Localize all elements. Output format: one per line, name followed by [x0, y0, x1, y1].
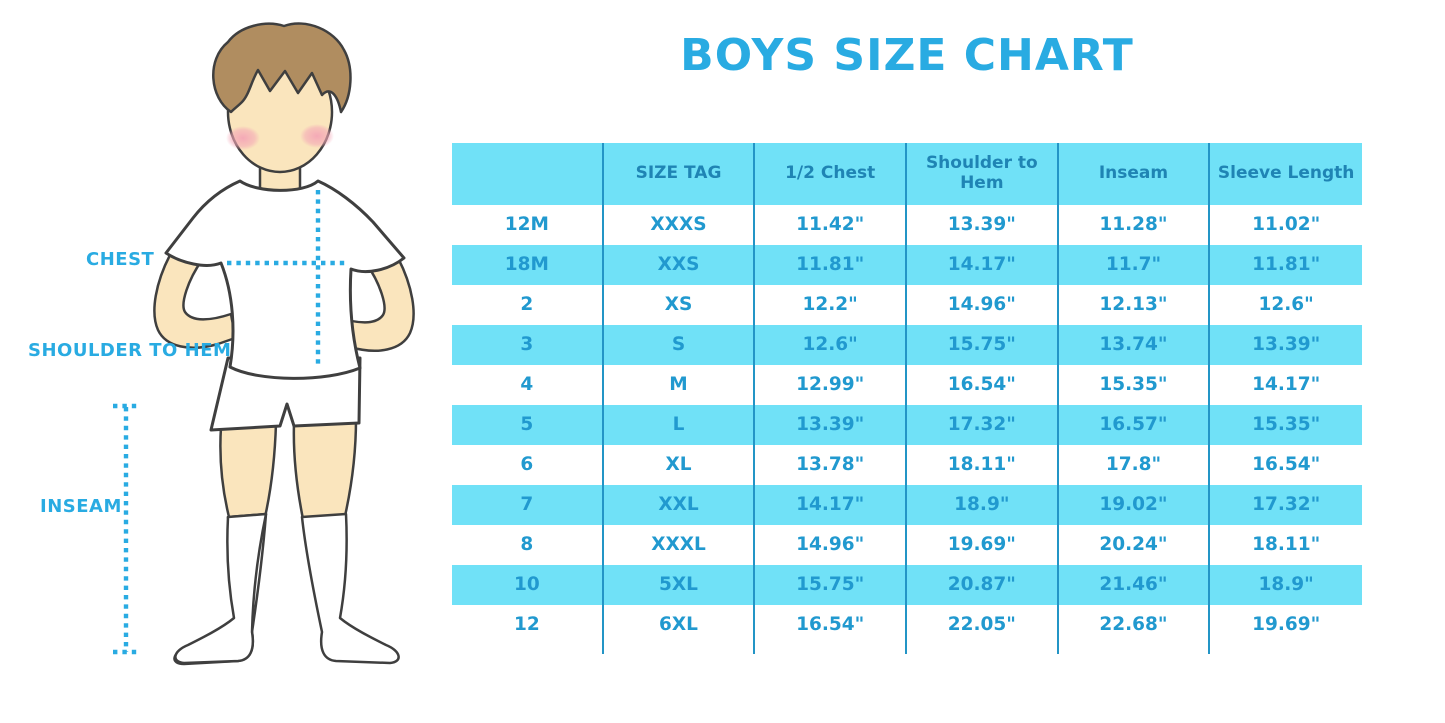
boy-measurement-figure: CHEST SHOULDER TO HEM INSEAM — [0, 0, 452, 723]
cell-size: 4 — [452, 365, 604, 405]
cell-inseam: 15.35" — [1059, 365, 1211, 405]
cell-size: 12M — [452, 205, 604, 245]
cell-half-chest: 12.6" — [755, 325, 907, 365]
cell-half-chest: 12.2" — [755, 285, 907, 325]
cell-inseam: 20.24" — [1059, 525, 1211, 565]
cell-size: 18M — [452, 245, 604, 285]
table-row: 4 M 12.99" 16.54" 15.35" 14.17" — [452, 365, 1362, 405]
table-row: 6 XL 13.78" 18.11" 17.8" 16.54" — [452, 445, 1362, 485]
cell-size-tag: XXS — [604, 245, 756, 285]
cell-inseam: 12.13" — [1059, 285, 1211, 325]
cell-sleeve-length: 15.35" — [1252, 414, 1321, 436]
cell-sleeve-length: 14.17" — [1252, 374, 1321, 396]
table-header-row: SIZE TAG 1/2 Chest Shoulder to Hem Insea… — [452, 143, 1362, 205]
cell-half-chest: 14.17" — [755, 485, 907, 525]
cell-size-tag: 6XL — [604, 605, 756, 645]
cell-size: 6 — [452, 445, 604, 485]
cell-sleeve-length: 12.6" — [1258, 294, 1314, 316]
cell-shoulder-to-hem: 13.39" — [907, 205, 1059, 245]
cell-shoulder-to-hem: 14.17" — [907, 245, 1059, 285]
cell-size: 10 — [452, 565, 604, 605]
cell-half-chest: 11.81" — [755, 245, 907, 285]
cell-shoulder-to-hem: 14.96" — [907, 285, 1059, 325]
col-header-shoulder-to-hem: Shoulder to Hem — [907, 143, 1059, 205]
cell-sleeve-length: 18.11" — [1252, 534, 1321, 556]
col-header-size — [452, 143, 604, 205]
cell-half-chest: 15.75" — [755, 565, 907, 605]
cell-half-chest: 12.99" — [755, 365, 907, 405]
cell-size-tag: 5XL — [604, 565, 756, 605]
size-table: SIZE TAG 1/2 Chest Shoulder to Hem Insea… — [452, 143, 1362, 654]
cell-inseam: 21.46" — [1059, 565, 1211, 605]
cell-sleeve-length: 13.39" — [1252, 334, 1321, 356]
cell-inseam: 19.02" — [1059, 485, 1211, 525]
shoulder-to-hem-label: SHOULDER TO HEM — [28, 340, 232, 361]
cell-sleeve-length: 11.02" — [1252, 214, 1321, 236]
cell-size-tag: XS — [604, 285, 756, 325]
page-title: BOYS SIZE CHART — [680, 30, 1134, 81]
cell-sleeve-length: 17.32" — [1252, 494, 1321, 516]
cell-size-tag: XXXS — [604, 205, 756, 245]
cell-size: 2 — [452, 285, 604, 325]
cell-sleeve-length: 18.9" — [1258, 574, 1314, 596]
table-row: 12M XXXS 11.42" 13.39" 11.28" 11.02" — [452, 205, 1362, 245]
col-header-inseam: Inseam — [1059, 143, 1211, 205]
cell-half-chest: 13.39" — [755, 405, 907, 445]
col-header-size-tag: SIZE TAG — [604, 143, 756, 205]
cell-inseam: 11.7" — [1059, 245, 1211, 285]
cell-size-tag: XXL — [604, 485, 756, 525]
cell-shoulder-to-hem: 18.11" — [907, 445, 1059, 485]
cell-sleeve-length: 16.54" — [1252, 454, 1321, 476]
cell-half-chest: 16.54" — [755, 605, 907, 645]
cell-size-tag: M — [604, 365, 756, 405]
cell-inseam: 13.74" — [1059, 325, 1211, 365]
col-header-sleeve-length: Sleeve Length — [1217, 163, 1355, 184]
cell-size: 7 — [452, 485, 604, 525]
inseam-label: INSEAM — [40, 496, 122, 517]
cell-size: 3 — [452, 325, 604, 365]
table-row: 8 XXXL 14.96" 19.69" 20.24" 18.11" — [452, 525, 1362, 565]
cell-size-tag: XXXL — [604, 525, 756, 565]
cell-shoulder-to-hem: 22.05" — [907, 605, 1059, 645]
cell-inseam: 17.8" — [1059, 445, 1211, 485]
chest-label: CHEST — [86, 249, 155, 270]
cell-sleeve-length: 11.81" — [1252, 254, 1321, 276]
cell-size-tag: L — [604, 405, 756, 445]
boy-illustration-icon — [113, 22, 415, 666]
cell-inseam: 11.28" — [1059, 205, 1211, 245]
cell-sleeve-length: 19.69" — [1252, 614, 1321, 636]
table-row: 5 L 13.39" 17.32" 16.57" 15.35" — [452, 405, 1362, 445]
cell-size-tag: S — [604, 325, 756, 365]
cell-half-chest: 14.96" — [755, 525, 907, 565]
cell-size: 12 — [452, 605, 604, 645]
col-header-half-chest: 1/2 Chest — [755, 143, 907, 205]
table-row: 2 XS 12.2" 14.96" 12.13" 12.6" — [452, 285, 1362, 325]
cell-half-chest: 11.42" — [755, 205, 907, 245]
cell-shoulder-to-hem: 17.32" — [907, 405, 1059, 445]
table-row: 3 S 12.6" 15.75" 13.74" 13.39" — [452, 325, 1362, 365]
cell-shoulder-to-hem: 19.69" — [907, 525, 1059, 565]
cell-size-tag: XL — [604, 445, 756, 485]
divider-line-extension — [452, 645, 1362, 654]
cell-shoulder-to-hem: 18.9" — [907, 485, 1059, 525]
cell-size: 8 — [452, 525, 604, 565]
table-row: 7 XXL 14.17" 18.9" 19.02" 17.32" — [452, 485, 1362, 525]
table-row: 12 6XL 16.54" 22.05" 22.68" 19.69" — [452, 605, 1362, 645]
cell-shoulder-to-hem: 16.54" — [907, 365, 1059, 405]
cell-shoulder-to-hem: 20.87" — [907, 565, 1059, 605]
cell-size: 5 — [452, 405, 604, 445]
table-row: 18M XXS 11.81" 14.17" 11.7" 11.81" — [452, 245, 1362, 285]
cell-shoulder-to-hem: 15.75" — [907, 325, 1059, 365]
measurement-dotted-lines — [113, 190, 347, 655]
cell-half-chest: 13.78" — [755, 445, 907, 485]
cell-inseam: 16.57" — [1059, 405, 1211, 445]
table-row: 10 5XL 15.75" 20.87" 21.46" 18.9" — [452, 565, 1362, 605]
cell-inseam: 22.68" — [1059, 605, 1211, 645]
